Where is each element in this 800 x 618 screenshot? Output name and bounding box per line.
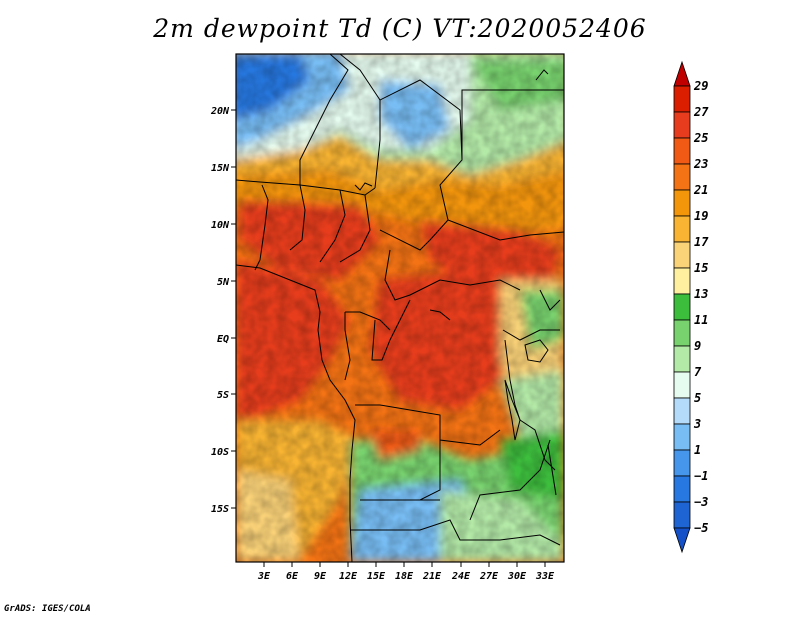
lon-tick-label: 15E — [367, 571, 386, 582]
lat-tick-labels: 20N 15N 10N 5N EQ 5S 10S 15S — [210, 106, 230, 515]
colorbar-swatch — [673, 423, 691, 451]
colorbar-label: −3 — [694, 495, 708, 509]
lat-ticks — [231, 109, 236, 509]
colorbar-label: 29 — [693, 79, 708, 93]
lon-tick-labels: 3E 6E 9E 12E 15E 18E 21E 24E 27E 30E 33E — [257, 571, 555, 582]
colorbar-swatch — [673, 241, 691, 269]
colorbar-swatch — [673, 137, 691, 165]
lat-tick-label: 15S — [211, 504, 229, 515]
colorbar-label: 11 — [694, 313, 708, 327]
colorbar-label: 25 — [693, 131, 708, 145]
colorbar-top-arrow — [673, 60, 691, 87]
colorbar-swatch — [673, 267, 691, 295]
lon-tick-label: 30E — [507, 571, 527, 582]
colorbar-swatch — [673, 501, 691, 529]
colorbar-swatch — [673, 215, 691, 243]
colorbar-swatch — [673, 319, 691, 347]
colorbar-swatch — [673, 189, 691, 217]
colorbar-label: 21 — [693, 183, 708, 197]
colorbar-label: 7 — [694, 365, 702, 379]
colorbar-label: 27 — [693, 105, 709, 119]
lat-tick-label: 15N — [211, 163, 230, 174]
colorbar-swatch — [673, 163, 691, 191]
lon-tick-label: 3E — [257, 571, 271, 582]
lon-tick-label: 18E — [395, 571, 414, 582]
colorbar-swatch — [673, 111, 691, 139]
lat-tick-label: 5S — [217, 390, 229, 401]
lat-tick-label: 20N — [210, 106, 230, 117]
colorbar-swatch — [673, 85, 691, 113]
lat-tick-label: EQ — [217, 334, 229, 345]
colorbar-label: 9 — [694, 339, 701, 353]
colorbar-label: 13 — [694, 287, 708, 301]
colorbar-swatch — [673, 397, 691, 425]
colorbar-label: 3 — [693, 417, 701, 431]
lon-tick-label: 27E — [479, 571, 499, 582]
colorbar-label: 1 — [694, 443, 701, 457]
colorbar-label: 19 — [694, 209, 708, 223]
lon-ticks — [263, 562, 546, 567]
grads-credit: GrADS: IGES/COLA — [4, 604, 91, 614]
lon-tick-label: 9E — [314, 571, 327, 582]
colorbar-swatch — [673, 345, 691, 373]
colorbar-swatch — [673, 371, 691, 399]
map-frame — [235, 53, 565, 563]
colorbar-swatch — [673, 475, 691, 503]
lon-tick-label: 12E — [339, 571, 358, 582]
lon-tick-label: 6E — [286, 571, 299, 582]
colorbar-label: 5 — [694, 391, 701, 405]
colorbar-label: 17 — [694, 235, 709, 249]
lon-tick-label: 24E — [451, 571, 471, 582]
colorbar-label: −5 — [694, 521, 708, 535]
lon-tick-label: 33E — [535, 571, 555, 582]
lat-tick-label: 10S — [211, 447, 229, 458]
lat-tick-label: 5N — [217, 277, 230, 288]
colorbar-label: 23 — [693, 157, 708, 171]
lon-tick-label: 21E — [422, 571, 442, 582]
colorbar: 29 27 25 23 21 19 17 15 13 11 9 7 5 3 1 −1 −3 −5 — [673, 60, 709, 554]
colorbar-label: −1 — [694, 469, 708, 483]
colorbar-label: 15 — [694, 261, 708, 275]
lat-tick-label: 10N — [211, 220, 230, 231]
country-borders — [236, 54, 564, 562]
colorbar-swatch — [673, 449, 691, 477]
colorbar-bottom-arrow — [673, 527, 691, 554]
map-title: 2m dewpoint Td (C) VT:2020052406 — [153, 14, 647, 43]
colorbar-swatch — [673, 293, 691, 321]
dewpoint-field — [236, 54, 564, 562]
